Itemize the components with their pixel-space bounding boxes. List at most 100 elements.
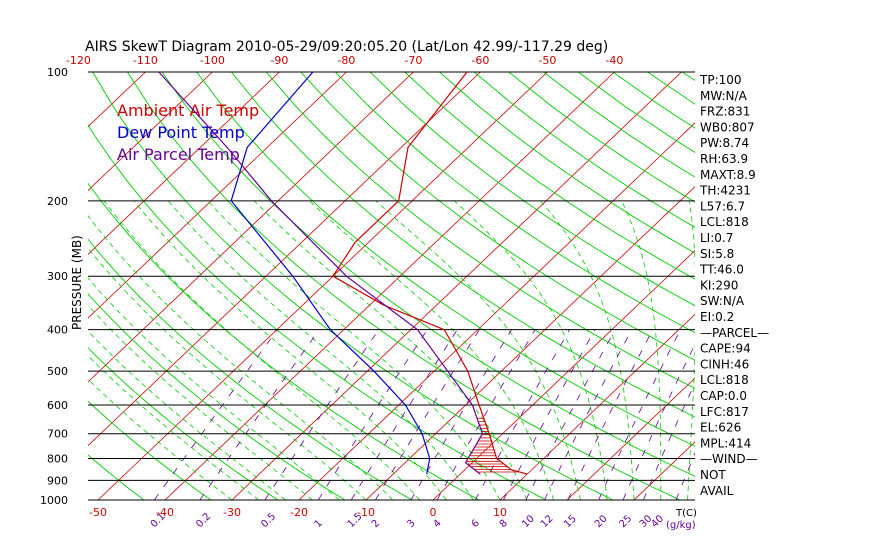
mixing-ratio-line: [544, 329, 633, 500]
dry-adiabat-line: [161, 72, 695, 477]
dew-point-temp-line: [230, 72, 431, 475]
legend: Ambient Air Temp Dew Point Temp Air Parc…: [117, 101, 259, 164]
chart-title: AIRS SkewT Diagram 2010-05-29/09:20:05.2…: [85, 39, 608, 55]
sounding-profiles: [158, 72, 528, 475]
isotherm-line: [88, 72, 213, 192]
stat-line: LFC:817: [700, 405, 749, 419]
dry-adiabat-line: [196, 72, 695, 447]
top-temperature-tick-label: -90: [270, 54, 288, 67]
isotherm-line: [566, 377, 695, 500]
dry-adiabat-line: [265, 72, 695, 389]
pressure-tick-label: 600: [47, 399, 68, 412]
dry-adiabat-line: [335, 72, 695, 334]
dry-adiabat-line: [752, 72, 870, 500]
stat-line: MPL:414: [700, 436, 751, 450]
air-parcel-temp-line: [158, 72, 484, 475]
top-temperature-tick-label: -60: [471, 54, 489, 67]
dry-adiabat-line: [88, 182, 480, 500]
stat-line: LI:0.7: [700, 231, 733, 245]
mixing-ratio-label: 8: [498, 518, 510, 530]
stat-line: LCL:818: [700, 373, 749, 387]
pressure-tick-label: 300: [47, 270, 68, 283]
stat-line: FRZ:831: [700, 105, 750, 119]
mixing-ratio-label: 20: [593, 513, 610, 530]
stat-line: TH:4231: [699, 184, 751, 198]
dry-adiabat-line: [127, 72, 681, 500]
top-temperature-tick-label: -100: [200, 54, 225, 67]
moist-adiabat-line: [103, 200, 420, 500]
dry-adiabat-line: [88, 400, 212, 500]
moist-adiabat-line: [539, 200, 635, 500]
dry-adiabat-line: [231, 72, 695, 418]
isotherm-line: [164, 72, 615, 500]
stat-line: TT:46.0: [699, 263, 744, 277]
moist-adiabat-line: [621, 200, 662, 500]
isobars: [88, 71, 695, 501]
top-temperature-tick-label: -120: [66, 54, 91, 67]
isotherm-line: [298, 122, 695, 500]
moist-adiabat-line: [88, 355, 260, 500]
pressure-tick-label: 900: [47, 474, 68, 487]
mixing-ratio-label: 1: [313, 518, 325, 530]
moist-adiabat-line: [88, 330, 286, 500]
mixing-ratio-unit-label: (g/kg): [666, 520, 696, 531]
isotherm-line: [88, 72, 347, 319]
bottom-temperature-tick-label: -10: [357, 506, 375, 519]
top-temperature-tick-label: -40: [605, 54, 623, 67]
stat-line: CAP:0.0: [700, 389, 747, 403]
isotherm-line: [768, 72, 870, 500]
stat-line: LCL:818: [700, 215, 749, 229]
mixing-ratio-label: 12: [539, 513, 556, 530]
y-axis-label: PRESSURE (MB): [70, 235, 84, 330]
stat-line: SI:5.8: [700, 247, 734, 261]
dry-adiabat-line: [88, 124, 547, 500]
ambient-air-temp-line: [332, 72, 528, 475]
bottom-temperature-tick-label: -50: [89, 506, 107, 519]
isotherm-line: [231, 72, 682, 500]
top-temperature-tick-label: -70: [404, 54, 422, 67]
isotherm-line: [365, 186, 695, 500]
mixing-ratio-line: [503, 329, 596, 500]
mixing-ratio-line: [375, 329, 480, 500]
pressure-axis: 100 200 300 400 500 600 700 800 900 1000: [40, 66, 68, 507]
mixing-ratio-line: [525, 329, 616, 500]
dry-adiabat-line: [856, 72, 870, 500]
dry-adiabat-line: [300, 72, 695, 361]
mixing-ratio-label: 0.2: [194, 511, 213, 530]
isotherm-line: [835, 72, 870, 500]
stat-line: PW:8.74: [700, 136, 749, 150]
pressure-tick-label: 400: [47, 324, 68, 337]
pressure-tick-label: 100: [47, 66, 68, 79]
bottom-temperature-tick-label: -30: [223, 506, 241, 519]
pressure-tick-label: 700: [47, 428, 68, 441]
bottom-temperature-tick-label: -20: [290, 506, 308, 519]
dry-adiabat-line: [88, 347, 279, 500]
dry-adiabat-line: [88, 293, 346, 500]
mixing-ratio-label: 0.5: [259, 511, 278, 530]
stat-line: KI:290: [700, 278, 738, 292]
stat-line: CAPE:94: [700, 342, 751, 356]
mixing-ratio-line: [350, 329, 458, 500]
isotherm-line: [97, 72, 548, 500]
stat-line: NOT: [700, 468, 726, 482]
top-temperature-tick-label: -110: [133, 54, 158, 67]
dry-adiabat-line: [404, 72, 695, 280]
isotherm-line: [432, 249, 695, 500]
stat-line: —WIND—: [700, 452, 758, 466]
stat-line: MW:N/A: [700, 89, 748, 103]
legend-ambient-air-temp: Ambient Air Temp: [117, 101, 259, 120]
isotherm-line: [499, 313, 695, 500]
stat-line: —PARCEL—: [700, 326, 769, 340]
stat-line: WB0:807: [700, 120, 755, 134]
dry-adiabat-line: [88, 238, 413, 500]
mixing-ratio-label: 10: [520, 513, 537, 530]
dry-adiabat-line: [473, 72, 695, 228]
mixing-ratio-label: 15: [562, 513, 579, 530]
isotherm-line: [88, 72, 414, 383]
mixing-ratio-label: 3: [405, 518, 417, 530]
moist-adiabat-line: [453, 200, 608, 500]
stat-line: CINH:46: [700, 357, 749, 371]
cape-shading: [466, 417, 520, 473]
